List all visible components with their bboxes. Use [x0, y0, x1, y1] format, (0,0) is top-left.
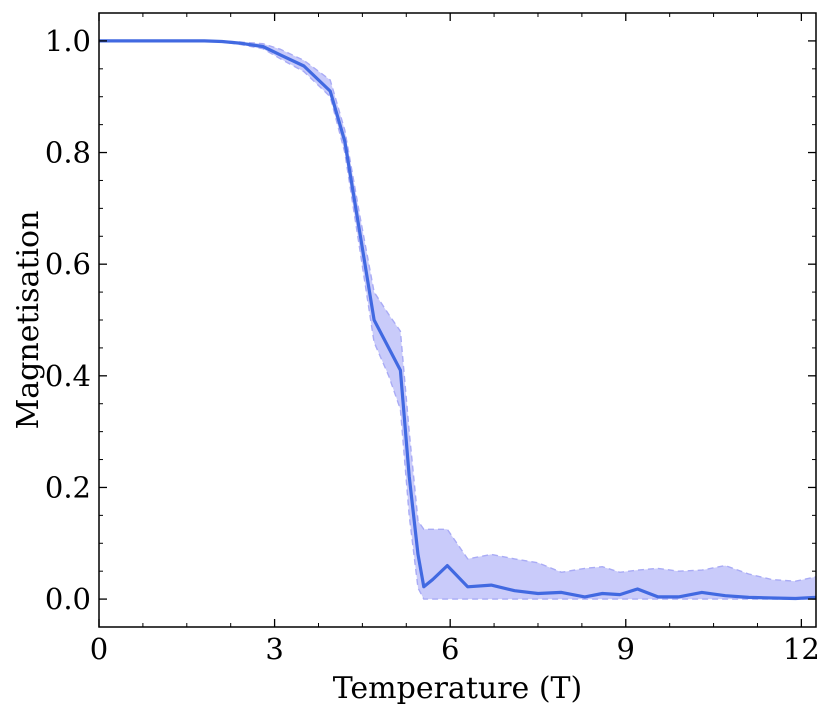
x-axis-label: Temperature (T)	[333, 671, 583, 706]
x-tick-label: 6	[441, 632, 459, 666]
y-tick-label: 0.6	[45, 247, 91, 281]
y-tick-label: 1.0	[45, 24, 91, 58]
y-axis-label: Magnetisation	[11, 211, 46, 430]
y-tick-label: 0.8	[45, 136, 91, 170]
x-tick-label: 3	[265, 632, 283, 666]
x-tick-label: 9	[617, 632, 635, 666]
y-tick-label: 0.4	[45, 359, 91, 393]
plot-frame	[98, 12, 817, 628]
y-tick-label: 0.0	[45, 582, 91, 616]
y-tick-label: 0.2	[45, 470, 91, 504]
ticks	[98, 12, 816, 628]
band-lower-edge	[99, 40, 816, 600]
confidence-band	[99, 40, 816, 600]
x-tick-label: 0	[90, 632, 108, 666]
x-tick-label: 12	[783, 632, 820, 666]
tick-labels: 0 3 6 9 12 0.0 0.2 0.4 0.6 0.8 1.0	[45, 24, 820, 666]
band-upper-edge	[99, 40, 817, 582]
plot-area	[99, 39, 817, 601]
magnetisation-line	[99, 39, 817, 601]
